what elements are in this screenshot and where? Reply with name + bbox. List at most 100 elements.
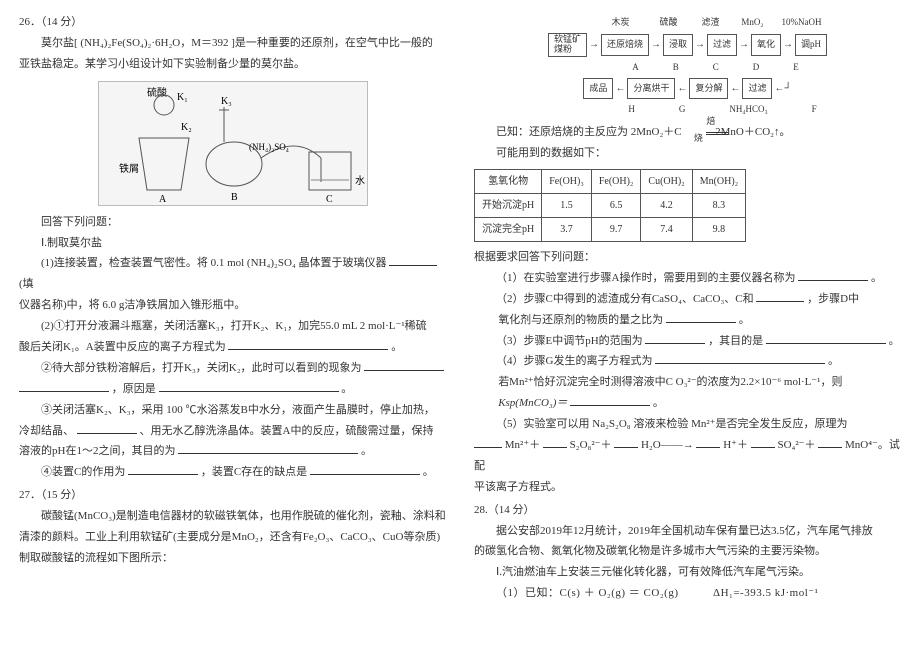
text: 溶液的pH在1～2之间，其目的为 (19, 445, 175, 457)
text: 酸后关闭K₁。A装置中反应的离子方程式为 (19, 341, 226, 353)
flow-letter: A (632, 59, 639, 76)
text: H⁺＋ (723, 439, 748, 451)
flow-letter: E (793, 59, 799, 76)
svg-text:(NH₄)₂SO₄: (NH₄)₂SO₄ (249, 142, 289, 152)
flow-node: 氧化 (751, 34, 781, 55)
blank (818, 437, 842, 448)
text: ②待大部分铁粉溶解后，打开K₃，关闭K₂，此时可以看到的现象为 (41, 362, 362, 374)
text: （2）步骤C中得到的滤渣成分有CaSO₄、CaCO₃、C和 (496, 293, 754, 305)
svg-text:铁屑: 铁屑 (119, 162, 139, 175)
blank (77, 423, 137, 434)
text: 。 (361, 445, 372, 457)
reaction-condition: 焙烧 (684, 113, 712, 147)
text: ，装置C存在的缺点是 (201, 466, 307, 478)
blank (19, 381, 109, 392)
text: ，原因是 (112, 383, 156, 395)
blank (389, 255, 437, 266)
r-p4c: Ksp(MnCO₃)＝ 。 (474, 393, 901, 414)
q26-p2h: ④装置C的作用为 ，装置C存在的缺点是 。 (19, 462, 446, 483)
table-row: 氢氧化物 Fe(OH)₃ Fe(OH)₂ Cu(OH)₂ Mn(OH)₂ (475, 169, 746, 193)
table-cell: 8.3 (692, 193, 745, 217)
blank (645, 333, 705, 344)
q28-intro1: 据公安部2019年12月统计，2019年全国机动车保有量已达3.5亿，汽车尾气排… (474, 521, 901, 542)
arrow-icon: ← (730, 79, 740, 98)
q28-sec1: Ⅰ.汽油燃油车上安装三元催化转化器，可有效降低汽车尾气污染。 (474, 562, 901, 583)
r-p4a: （4）步骤G发生的离子方程式为 。 (474, 351, 901, 372)
r-p5a: （5）实验室可以用 Na₂S₂O₈ 溶液来检验 Mn²⁺是否完全发生反应，原理为 (474, 414, 901, 435)
flow-node: 调pH (795, 34, 827, 55)
text: （1）在实验室进行步骤A操作时，需要用到的主要仪器名称为 (496, 272, 795, 284)
q26-answer-prompt: 回答下列问题： (19, 212, 446, 233)
text: H₂O——→ (641, 439, 694, 451)
q28-p1: （1）已知：C(s) ＋ O₂(g) ＝ CO₂(g) ΔH₁=-393.5 k… (474, 583, 901, 604)
r-p2b: 氧化剂与还原剂的物质的量之比为 。 (474, 310, 901, 331)
q26-p1c: 仪器名称)中，将 6.0 g洁净铁屑加入锥形瓶中。 (19, 295, 446, 316)
table-cell: 7.4 (641, 217, 692, 241)
blank (766, 333, 886, 344)
svg-text:A: A (159, 194, 167, 205)
r-p2a: （2）步骤C中得到的滤渣成分有CaSO₄、CaCO₃、C和 ，步骤D中 (474, 289, 901, 310)
text: ，步骤D中 (807, 293, 859, 305)
arrow-icon: → (739, 35, 749, 54)
table-cell: 开始沉淀pH (475, 193, 542, 217)
svg-text:C: C (326, 194, 333, 205)
svg-text:K₂: K₂ (181, 122, 192, 133)
blank (128, 464, 198, 475)
known-line: 已知：还原焙烧的主反应为 2MnO₂＋C 焙烧 2MnO＋CO₂↑。 (474, 122, 901, 143)
text: 。 (889, 335, 900, 347)
text: 。 (341, 383, 352, 395)
answer-prompt: 根据要求回答下列问题： (474, 247, 901, 268)
blank (543, 437, 567, 448)
table-header: Mn(OH)₂ (692, 169, 745, 193)
flow-label: NH₄HCO₃ (729, 101, 767, 118)
table-header: Fe(OH)₃ (542, 169, 592, 193)
table-cell: 9.8 (692, 217, 745, 241)
process-flowchart: 木炭 硫酸 滤渣 MnO₂ 10%NaOH 软锰矿煤粉 → 还原焙烧 → 浸取 … (474, 14, 901, 118)
q26-p2a: (2)①打开分液漏斗瓶塞，关闭活塞K₃，打开K₂、K₁，加完55.0 mL 2 … (19, 316, 446, 337)
blank (696, 437, 720, 448)
blank (228, 339, 388, 350)
blank (310, 464, 420, 475)
flow-letters-1: A B C D E (474, 59, 901, 76)
left-column: 26．（14 分） 莫尔盐[ (NH₄)₂Fe(SO₄)₂·6H₂O，M＝392… (5, 10, 460, 640)
flow-label: 木炭 (595, 14, 647, 31)
flow-node: 成品 (583, 78, 613, 99)
text: （3）步骤E中调节pH的范围为 (496, 335, 643, 347)
text: 氧化剂与还原剂的物质的量之比为 (498, 314, 663, 326)
table-cell: 3.7 (542, 217, 592, 241)
q28-number: 28.（14 分） (474, 500, 901, 521)
flow-label: 硫酸 (649, 14, 689, 31)
table-row: 开始沉淀pH 1.5 6.5 4.2 8.3 (475, 193, 746, 217)
blank (159, 381, 339, 392)
text: ④装置C的作用为 (41, 466, 125, 478)
flow-node: 还原焙烧 (601, 34, 649, 55)
table-cell: 6.5 (591, 193, 641, 217)
text: Mn²⁺＋ (505, 439, 540, 451)
blank (751, 437, 775, 448)
blank (756, 291, 804, 302)
text: 。 (871, 272, 882, 284)
q27-number: 27．（15 分） (19, 485, 446, 506)
flow-letter: F (812, 101, 817, 118)
arrow-icon: ← (677, 79, 687, 98)
arrow-icon: → (695, 35, 705, 54)
text: (填 (19, 278, 34, 290)
q26-number: 26．（14 分） (19, 12, 446, 33)
arrow-icon: → (589, 35, 599, 54)
table-header: 氢氧化物 (475, 169, 542, 193)
flow-letter: D (753, 59, 760, 76)
q26-section1: Ⅰ.制取莫尔盐 (19, 233, 446, 254)
arrow-icon: → (651, 35, 661, 54)
blank (364, 360, 444, 371)
r-p3: （3）步骤E中调节pH的范围为 ，其目的是 。 (474, 331, 901, 352)
q27-intro3: 制取碳酸锰的流程如下图所示： (19, 548, 446, 569)
text: 冷却结晶、 (19, 425, 74, 437)
blank (666, 312, 736, 323)
r-p5c: 平该离子方程式。 (474, 477, 901, 498)
blank (178, 443, 358, 454)
ksp-label: Ksp(MnCO₃)＝ (498, 397, 567, 409)
flow-node: 分离烘干 (627, 78, 675, 99)
q26-p2e: ③关闭活塞K₂、K₃，采用 100 ℃水浴蒸发B中水分，液面产生晶膜时，停止加热… (19, 400, 446, 421)
flow-letter: B (673, 59, 679, 76)
text: （4）步骤G发生的离子方程式为 (496, 355, 652, 367)
